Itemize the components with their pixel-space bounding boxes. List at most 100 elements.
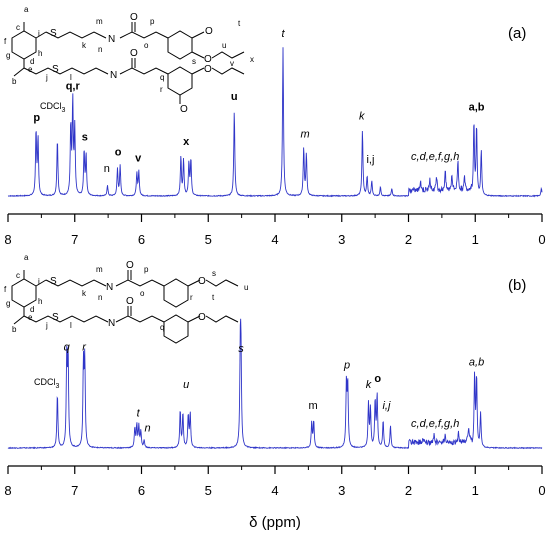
peak-label: u — [231, 91, 238, 103]
structure-heteroatom: S — [52, 312, 59, 323]
peak-label: n — [144, 423, 150, 435]
x-tick-label: 1 — [472, 483, 479, 498]
structure-atom-label-a: t — [238, 19, 241, 28]
x-tick-label: 3 — [338, 483, 345, 498]
structure-heteroatom: O — [198, 276, 206, 287]
structure-heteroatom: O — [130, 12, 138, 23]
structure-atom-label-a: j — [45, 73, 48, 82]
structure-atom-label-a: b — [12, 77, 17, 86]
structure-atom-label-b: g — [6, 299, 10, 308]
spectrum-line — [7, 47, 543, 198]
structure-atom-label-a: r — [160, 85, 163, 94]
x-tick-label: 5 — [205, 483, 212, 498]
solvent-peak-label: CDCl3 — [40, 101, 66, 114]
structure-atom-label-b: a — [24, 253, 29, 262]
structure-atom-label-a: l — [70, 73, 72, 82]
x-axis-title: δ (ppm) — [249, 514, 301, 531]
peak-label: o — [374, 373, 381, 385]
x-tick-label: 0 — [538, 232, 545, 247]
structure-atom-label-b: b — [12, 325, 17, 334]
structure-atom-label-b: h — [38, 297, 42, 306]
peak-label: a,b — [469, 102, 485, 114]
structure-atom-label-a: s — [192, 57, 196, 66]
peak-label: k — [359, 111, 365, 123]
structure-heteroatom: O — [205, 26, 213, 37]
peak-label: r — [82, 342, 87, 354]
structure-atom-label-b: i — [38, 277, 40, 286]
structure-atom-label-b: l — [70, 321, 72, 330]
peak-label: t — [281, 28, 285, 40]
structure-atom-label-a: x — [250, 55, 254, 64]
structure-heteroatom: N — [108, 34, 115, 45]
x-tick-label: 4 — [271, 232, 278, 247]
peak-label: s — [82, 132, 88, 144]
structure-heteroatom: S — [50, 28, 57, 39]
structure-heteroatom: O — [180, 104, 188, 115]
structure-atom-label-a: n — [98, 45, 102, 54]
peak-label: u — [183, 379, 189, 391]
peak-label: s — [238, 343, 244, 355]
peak-label: c,d,e,f,g,h — [411, 151, 459, 163]
structure-atom-label-a: g — [6, 51, 10, 60]
peak-label: c,d,e,f,g,h — [411, 418, 459, 430]
x-tick-label: 7 — [71, 232, 78, 247]
panel-label: (a) — [508, 25, 526, 42]
structure-atom-label-a: c — [16, 23, 20, 32]
structure-atom-label-a: m — [96, 17, 103, 26]
structure-heteroatom: O — [126, 296, 134, 307]
x-tick-label: 3 — [338, 232, 345, 247]
x-tick-label: 0 — [538, 483, 545, 498]
x-tick-label: 1 — [472, 232, 479, 247]
peak-label: p — [343, 360, 350, 372]
structure-atom-label-a: q — [160, 73, 164, 82]
structure-heteroatom: N — [106, 282, 113, 293]
structure-heteroatom: O — [198, 312, 206, 323]
structure-atom-label-a: o — [144, 41, 149, 50]
x-tick-label: 8 — [4, 483, 11, 498]
peak-label: v — [135, 153, 142, 165]
structure-heteroatom: N — [108, 318, 115, 329]
structure-atom-label-b: j — [45, 321, 48, 330]
panel-label: (b) — [508, 277, 526, 294]
structure-atom-label-a: f — [4, 37, 7, 46]
x-tick-label: 5 — [205, 232, 212, 247]
structure-atom-label-a: i — [38, 29, 40, 38]
structure-atom-label-b: s — [212, 269, 216, 278]
structure-heteroatom: O — [130, 48, 138, 59]
peak-label: m — [300, 129, 309, 141]
structure-atom-label-b: c — [16, 271, 20, 280]
structure-atom-label-a: e — [28, 65, 33, 74]
structure-atom-label-b: k — [82, 289, 87, 298]
panel-b-structure — [11, 270, 239, 344]
x-tick-label: 4 — [271, 483, 278, 498]
structure-atom-label-a: h — [38, 49, 42, 58]
x-tick-label: 2 — [405, 483, 412, 498]
peak-label: q — [64, 342, 71, 354]
peak-label: o — [115, 147, 122, 159]
peak-label: a,b — [469, 357, 484, 369]
structure-atom-label-a: a — [24, 5, 29, 14]
structure-atom-label-a: u — [222, 41, 226, 50]
structure-atom-label-b: p — [144, 265, 149, 274]
structure-heteroatom: O — [126, 260, 134, 271]
structure-heteroatom: S — [50, 276, 57, 287]
structure-atom-label-b: o — [140, 289, 145, 298]
peak-label: x — [183, 136, 190, 148]
peak-label: t — [137, 408, 141, 420]
structure-atom-label-b: q — [160, 323, 164, 332]
spectrum-line — [7, 318, 543, 450]
peak-label: q,r — [66, 81, 81, 93]
peak-label: i,j — [382, 400, 391, 412]
x-tick-label: 6 — [138, 483, 145, 498]
panel-a-structure — [11, 22, 245, 104]
peak-label: m — [308, 400, 317, 412]
structure-atom-label-a: v — [230, 59, 234, 68]
peak-label: k — [366, 379, 372, 391]
structure-atom-label-a: p — [150, 17, 155, 26]
structure-heteroatom: S — [52, 64, 59, 75]
solvent-peak-label: CDCl3 — [34, 377, 59, 390]
